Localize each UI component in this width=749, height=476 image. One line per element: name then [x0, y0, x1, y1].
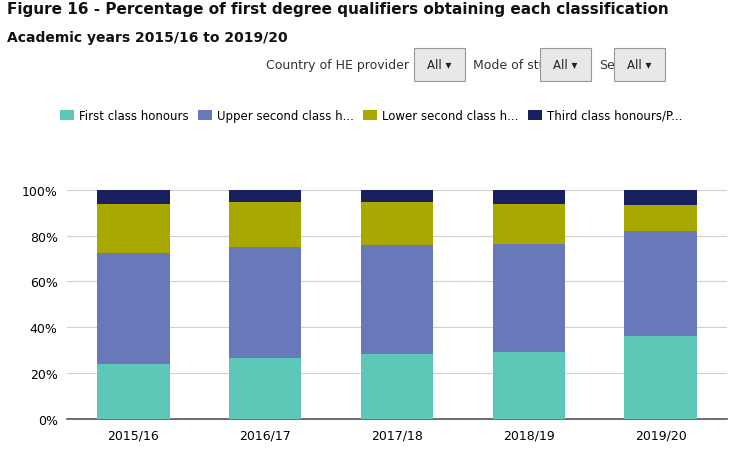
Text: Mode of study: Mode of study	[473, 59, 562, 72]
Bar	[625, 205, 697, 231]
Bar	[361, 190, 433, 203]
Bar	[97, 190, 169, 204]
Bar	[493, 353, 565, 419]
Bar	[361, 203, 433, 245]
Bar	[229, 248, 301, 358]
Text: Figure 16 - Percentage of first degree qualifiers obtaining each classification: Figure 16 - Percentage of first degree q…	[7, 2, 670, 17]
Text: Academic years 2015/16 to 2019/20: Academic years 2015/16 to 2019/20	[7, 31, 288, 45]
Bar	[493, 190, 565, 204]
Bar	[625, 337, 697, 419]
Text: Country of HE provider: Country of HE provider	[266, 59, 409, 72]
Bar	[97, 204, 169, 253]
Bar	[625, 190, 697, 205]
Text: All ▾: All ▾	[428, 59, 452, 72]
Bar	[97, 364, 169, 419]
Bar	[361, 245, 433, 354]
Bar	[625, 231, 697, 337]
Bar	[229, 203, 301, 248]
Legend: First class honours, Upper second class h..., Lower second class h..., Third cla: First class honours, Upper second class …	[60, 109, 682, 122]
Text: All ▾: All ▾	[554, 59, 577, 72]
Bar	[493, 244, 565, 353]
Bar	[229, 190, 301, 203]
Text: All ▾: All ▾	[628, 59, 652, 72]
Bar	[361, 354, 433, 419]
Bar	[97, 253, 169, 364]
Text: Sex: Sex	[599, 59, 622, 72]
Bar	[493, 204, 565, 244]
Bar	[229, 358, 301, 419]
